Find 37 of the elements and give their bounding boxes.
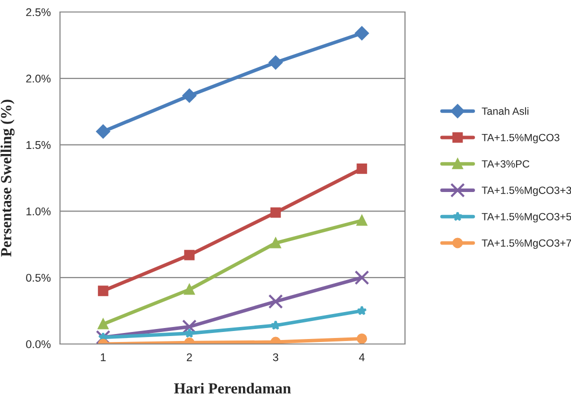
y-tick-label: 2.0% — [26, 74, 51, 83]
point — [270, 207, 281, 218]
point — [184, 284, 195, 295]
point — [96, 330, 110, 344]
x-tick-label: 2 — [186, 353, 192, 362]
y-axis-title: Persentase Swelling (%) — [0, 100, 15, 257]
point — [268, 56, 283, 70]
point — [96, 124, 110, 138]
point — [182, 88, 196, 103]
point — [354, 270, 370, 285]
point — [268, 294, 283, 309]
point — [184, 250, 195, 260]
point — [270, 238, 281, 248]
point — [98, 318, 108, 330]
point — [270, 320, 281, 330]
point — [356, 163, 368, 174]
legend-label: TA+3%PC — [482, 160, 530, 168]
legend-label: TA+1.5%MgCO3 — [482, 134, 560, 144]
x-tick-label: 4 — [359, 353, 365, 362]
y-tick-label: 0.5% — [26, 274, 51, 282]
legend-label: Tanah Asli — [482, 107, 528, 115]
legend-label: TA+1.5%MgCO3+5 — [482, 212, 571, 222]
y-tick-label: 1.0% — [26, 207, 51, 216]
point — [184, 328, 194, 338]
point — [356, 306, 367, 316]
y-tick-label: 2.5% — [26, 8, 51, 16]
x-axis-title: Hari Perendaman — [174, 382, 291, 394]
point — [356, 333, 368, 344]
point — [356, 215, 368, 226]
y-tick-label: 1.5% — [26, 141, 51, 149]
legend-label: TA+1.5%MgCO3+7 — [482, 239, 571, 249]
x-tick-label: 1 — [100, 353, 106, 362]
point — [98, 286, 108, 296]
point — [354, 26, 369, 40]
x-tick-label: 3 — [272, 353, 278, 362]
y-tick-label: 0.0% — [26, 340, 51, 348]
legend-label: TA+1.5%MgCO3+3 — [482, 186, 571, 196]
